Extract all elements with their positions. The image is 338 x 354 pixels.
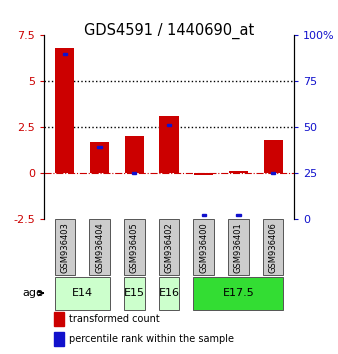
Text: transformed count: transformed count [69, 314, 160, 324]
Text: E14: E14 [72, 288, 93, 298]
Bar [271, 172, 275, 174]
Bar [54, 332, 64, 346]
Text: percentile rank within the sample: percentile rank within the sample [69, 334, 234, 344]
Bar [54, 312, 64, 326]
Bar [160, 116, 178, 173]
Text: age: age [22, 288, 43, 298]
Bar [263, 219, 284, 275]
Bar [236, 214, 241, 216]
Bar [132, 172, 136, 174]
Text: GSM936406: GSM936406 [269, 222, 278, 273]
Bar [202, 214, 206, 216]
Bar [193, 219, 214, 275]
Text: E17.5: E17.5 [223, 288, 255, 298]
Text: GSM936401: GSM936401 [234, 222, 243, 273]
Text: GSM936403: GSM936403 [60, 222, 69, 273]
Text: GDS4591 / 1440690_at: GDS4591 / 1440690_at [84, 23, 254, 39]
Text: E15: E15 [124, 288, 145, 298]
Bar [89, 219, 110, 275]
Bar [228, 219, 249, 275]
Bar [193, 277, 284, 310]
Bar [159, 277, 179, 310]
Bar [125, 136, 144, 173]
Bar [63, 53, 67, 55]
Bar [124, 277, 145, 310]
Bar [264, 140, 283, 173]
Bar [97, 146, 102, 148]
Bar [167, 124, 171, 126]
Bar [194, 173, 213, 175]
Bar [54, 219, 75, 275]
Bar [90, 142, 109, 173]
Bar [55, 48, 74, 173]
Bar [54, 277, 110, 310]
Text: GSM936405: GSM936405 [130, 222, 139, 273]
Text: GSM936400: GSM936400 [199, 222, 208, 273]
Text: GSM936402: GSM936402 [165, 222, 173, 273]
Text: E16: E16 [159, 288, 179, 298]
Bar [124, 219, 145, 275]
Text: GSM936404: GSM936404 [95, 222, 104, 273]
Bar [229, 171, 248, 173]
Bar [159, 219, 179, 275]
